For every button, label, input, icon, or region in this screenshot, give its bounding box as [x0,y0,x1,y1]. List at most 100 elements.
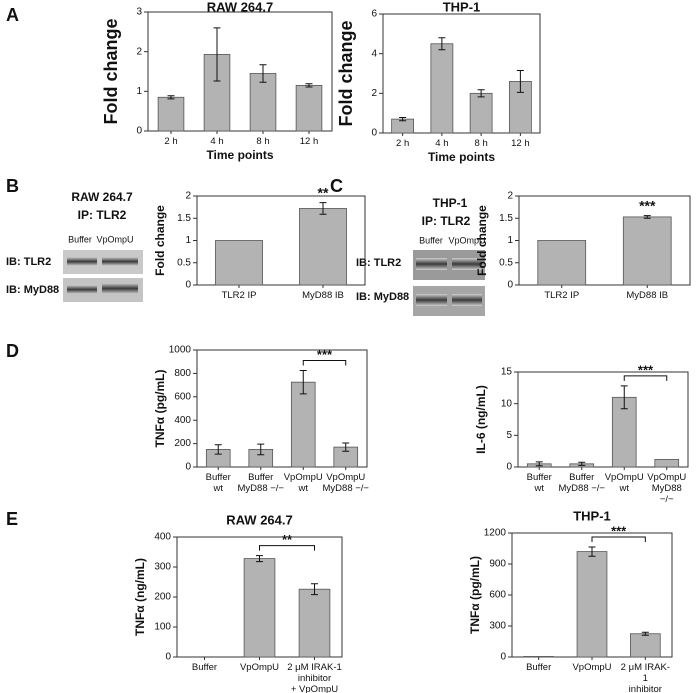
bar [576,551,608,658]
bar [215,240,263,286]
y-tick-label: 1 [185,235,191,246]
x-tick-label: VpOmpU [572,662,612,673]
x-tick-label: VpOmpU wt [604,472,644,494]
blot-lane: VpOmpU [96,234,133,244]
error-bar [399,117,407,122]
blot-lane: VpOmpU [448,235,485,245]
blot-band [102,283,138,294]
significance-label: *** [611,523,627,538]
blot-row: IB: MyD88 [6,284,59,296]
x-tick-label: 2 μM IRAK-1 inhibitor + VpOmpU [620,662,670,693]
chart-title: RAW 264.7 [226,512,292,527]
y-tick-label: 400 [174,415,191,426]
error-bar [214,444,222,455]
panel-label: B [6,176,19,196]
x-tick-label: 12 h [299,136,319,147]
y-tick-label: 900 [489,559,506,570]
x-tick-label: MyD88 IB [302,290,344,301]
blot-subtitle: IP: TLR2 [78,208,127,222]
blot-lane: Buffer [419,235,443,245]
x-tick-label: MyD88 IB [626,290,669,301]
x-tick-label: 8 h [474,138,488,149]
y-tick-label: 800 [174,368,191,379]
x-tick-label: VpOmpU MyD88 −/− [322,472,369,494]
y-tick-label: 1000 [169,345,192,356]
y-tick-label: 2 [185,191,191,202]
x-tick-label: 8 h [256,136,270,147]
blot-band [67,257,97,266]
bar [298,588,331,658]
bar [290,381,316,468]
bar [299,208,347,286]
bar [537,240,587,286]
bar [243,558,276,658]
bar [630,633,661,658]
y-tick-label: 4 [371,48,377,59]
significance-bracket [591,536,646,542]
error-bar [438,37,446,51]
x-tick-label: Buffer MyD88 −/− [558,472,605,494]
x-tick-label: Buffer MyD88 −/− [237,472,284,494]
error-bar [299,369,307,395]
error-bar [167,95,175,100]
x-tick-label: 4 h [210,136,224,147]
error-bar [620,385,628,410]
bar [295,84,323,132]
y-axis-label: Fold change [153,205,167,276]
x-tick-label: Buffer wt [205,472,231,494]
blot-band [102,257,138,266]
significance-bracket [302,359,347,366]
blot-band [416,258,447,270]
y-tick-label: 2 [136,46,142,57]
y-tick-label: 1200 [484,528,507,539]
error-bar [578,461,586,466]
bar [157,96,185,132]
blot-band [67,285,97,294]
y-tick-label: 600 [489,590,506,601]
y-tick-label: 2 [507,191,513,202]
error-bar [256,555,263,563]
y-tick-label: 6 [371,9,377,20]
error-bar [259,64,267,83]
y-tick-label: 2 [371,88,377,99]
chart-title: THP-1 [573,508,611,523]
significance-label: *** [639,197,656,213]
x-tick-label: TLR2 IP [221,290,257,301]
x-tick-label: 2 h [164,136,178,147]
y-tick-label: 200 [174,438,191,449]
y-tick-label: 100 [154,622,171,633]
error-bar [305,83,313,88]
plot-frame [147,11,333,132]
error-bar [516,70,524,93]
chart-title: RAW 264.7 [207,0,273,14]
y-axis-label: TNFα (pg/mL) [153,369,167,447]
error-bar [643,215,651,219]
x-tick-label: 12 h [511,138,530,149]
blot-row: IB: MyD88 [356,291,409,303]
blot-subtitle: IP: TLR2 [422,214,471,228]
y-tick-label: 600 [174,391,191,402]
y-tick-label: 300 [154,562,171,573]
significance-label: ** [282,532,293,547]
x-tick-label: Buffer [526,662,552,673]
x-axis-label: Time points [428,150,495,164]
y-axis-label: Fold change [475,205,489,276]
y-tick-label: 1.5 [177,213,191,224]
panel-label: A [6,5,19,25]
x-tick-label: 2 h [396,138,410,149]
x-tick-label: VpOmpU MyD88 −/− [647,472,687,505]
panel-label: D [6,341,19,361]
y-tick-label: 0 [507,280,513,291]
y-axis-label: TNFα (pg/mL) [468,556,482,634]
y-tick-label: 0 [165,652,171,663]
y-axis-label: TNFα (ng/mL) [133,558,147,636]
y-axis-label: Fold change [101,18,121,124]
panel-label: E [6,509,18,529]
y-axis-label: Fold change [336,20,356,126]
blot-row: IB: TLR2 [6,256,51,268]
blot-band [416,294,447,306]
y-tick-label: 15 [501,367,513,378]
x-tick-label: TLR2 IP [544,290,580,301]
